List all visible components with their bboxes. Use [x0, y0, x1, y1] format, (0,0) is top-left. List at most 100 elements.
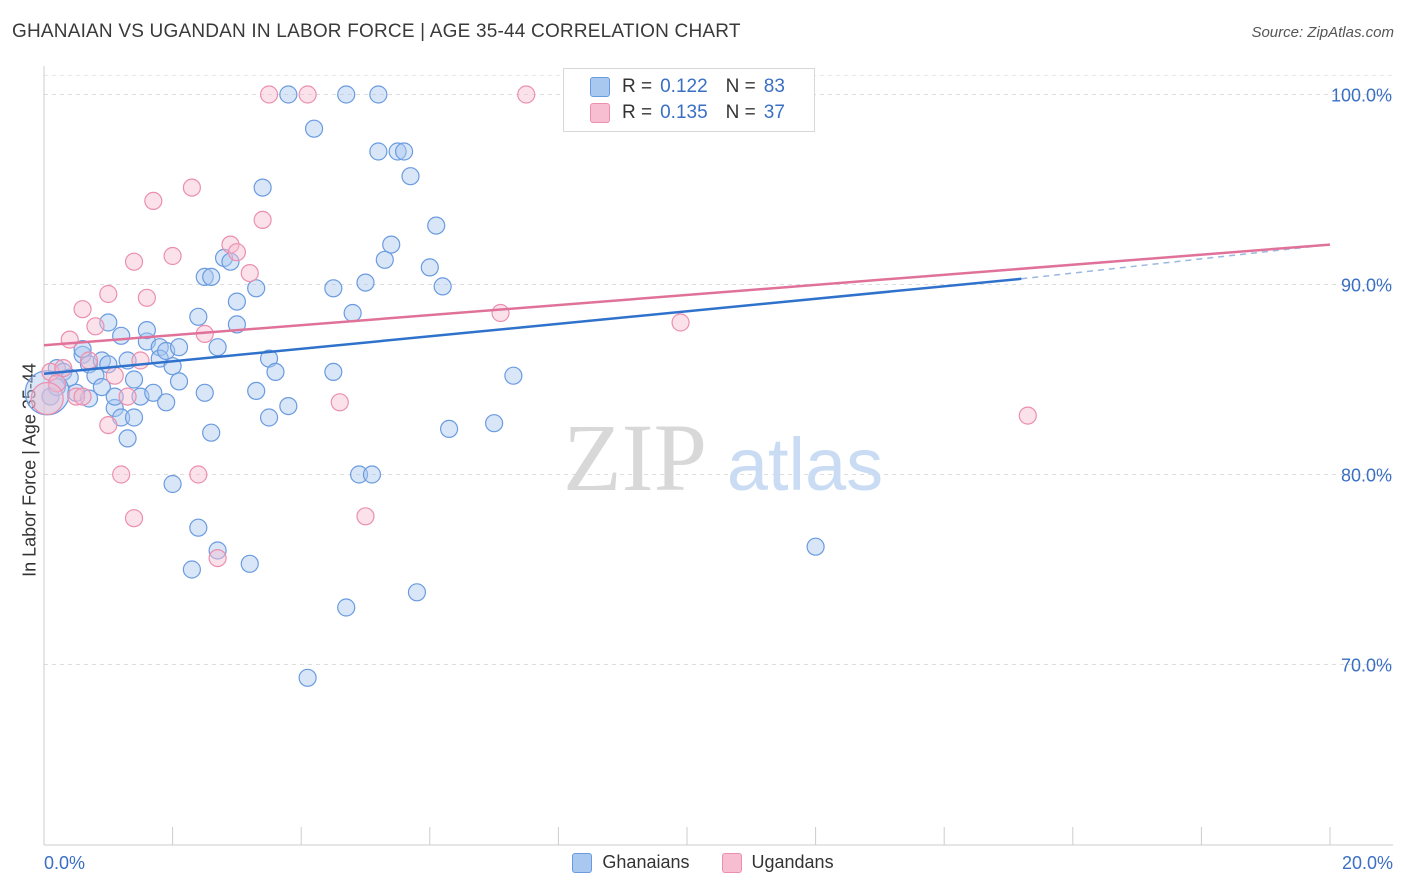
- ghanaian-point: [401, 167, 420, 186]
- legend-n-value: 37: [763, 102, 785, 123]
- ghanaian-point: [433, 277, 452, 296]
- ghanaian-point: [324, 279, 343, 298]
- watermark-atlas: atlas: [727, 423, 883, 506]
- ghanaian-point: [157, 393, 176, 412]
- ugandan-point: [112, 465, 131, 484]
- ghanaian-point: [304, 119, 324, 138]
- ugandan-point: [189, 465, 208, 484]
- ugandan-point: [73, 387, 92, 406]
- ghanaian-point: [485, 414, 504, 433]
- ugandan-point: [86, 317, 105, 336]
- ghanaian-point: [279, 85, 298, 104]
- ghanaians-legend-swatch: [572, 852, 593, 873]
- legend-r-label: R =: [622, 76, 653, 97]
- ugandan-point: [30, 381, 64, 416]
- ghanaian-point: [324, 362, 343, 381]
- ghanaians-trendline: [43, 277, 1022, 376]
- ghanaian-point: [124, 408, 144, 427]
- ugandans-points: [30, 85, 1037, 568]
- ghanaian-point: [182, 560, 201, 579]
- ugandan-point: [227, 243, 246, 262]
- ugandan-point: [253, 210, 272, 229]
- ugandan-point: [491, 303, 510, 323]
- ghanaian-point: [137, 321, 156, 340]
- watermark-zip: ZIP: [563, 404, 707, 511]
- ghanaian-point: [208, 338, 227, 357]
- ghanaian-point: [189, 518, 208, 537]
- y-tick-label: 80.0%: [1341, 466, 1392, 486]
- ugandan-point: [131, 351, 150, 370]
- ugandans-trendline: [43, 243, 1331, 347]
- ugandan-point: [124, 252, 144, 271]
- ghanaian-point: [394, 142, 414, 161]
- ghanaian-point: [266, 362, 285, 381]
- ghanaian-point: [349, 465, 369, 484]
- ghanaian-point: [298, 668, 317, 687]
- ghanaian-point: [439, 419, 459, 438]
- ghanaian-point: [369, 85, 388, 104]
- ghanaian-point: [195, 267, 214, 286]
- ugandan-point: [221, 235, 240, 254]
- ghanaians-points: [24, 85, 825, 687]
- legend-item-ghanaians: Ghanaians: [572, 852, 690, 873]
- ghanaian-point: [259, 408, 279, 427]
- x-tick-label: 0.0%: [44, 853, 85, 873]
- ghanaian-point: [202, 423, 221, 442]
- ghanaian-point: [118, 429, 137, 448]
- ghanaian-point: [362, 465, 382, 484]
- ugandans-legend-swatch: [721, 852, 742, 873]
- ghanaian-point: [337, 85, 356, 104]
- ugandan-point: [240, 264, 259, 283]
- ghanaian-point: [73, 340, 92, 359]
- ugandan-point: [182, 178, 201, 197]
- ugandan-point: [99, 416, 118, 435]
- ugandan-point: [60, 330, 79, 349]
- x-tick-label: 20.0%: [1342, 853, 1393, 873]
- legend-r-value: 0.135: [660, 102, 708, 123]
- ugandan-point: [163, 246, 182, 266]
- watermark: ZIP atlas: [563, 404, 883, 511]
- ugandan-point: [208, 548, 227, 568]
- ghanaian-point: [92, 378, 111, 397]
- ghanaian-point: [86, 366, 105, 385]
- ugandan-point: [118, 387, 137, 406]
- ugandan-point: [356, 507, 375, 526]
- ghanaian-point: [189, 307, 208, 326]
- ugandan-point: [105, 366, 124, 385]
- ghanaian-point: [407, 583, 427, 602]
- correlation-legend: R = 0.122 N = 83 R = 0.135 N = 37: [563, 68, 815, 132]
- ghanaian-point: [195, 383, 214, 402]
- ghanaian-point: [208, 541, 227, 560]
- legend-label-ghanaians: Ghanaians: [602, 852, 690, 872]
- y-tick-label: 100.0%: [1331, 86, 1392, 106]
- ugandan-point: [99, 284, 118, 304]
- tick-labels: 70.0% 80.0% 90.0% 100.0% 0.0% 20.0%: [44, 86, 1393, 874]
- ugandan-point: [47, 374, 66, 393]
- ugandans-swatch: [590, 103, 610, 123]
- ugandan-point: [1018, 406, 1037, 425]
- ghanaian-point: [427, 216, 446, 235]
- ghanaian-point: [382, 235, 401, 254]
- ugandan-point: [137, 288, 156, 307]
- chart-title: GHANAIAN VS UGANDAN IN LABOR FORCE | AGE…: [12, 21, 741, 42]
- ghanaian-point: [369, 142, 388, 161]
- ghanaian-point: [144, 383, 163, 402]
- ugandan-point: [79, 351, 99, 370]
- ghanaian-point: [240, 554, 259, 573]
- ghanaian-point: [806, 537, 825, 556]
- legend-row-ghanaians: R = 0.122 N = 83: [590, 74, 785, 100]
- ghanaian-point: [124, 370, 144, 389]
- ghanaian-point: [504, 366, 523, 385]
- axes: [43, 66, 1393, 846]
- legend-r-label: R =: [622, 102, 653, 123]
- ghanaian-point: [169, 372, 189, 391]
- ugandan-point: [54, 359, 73, 378]
- ugandan-point: [671, 313, 690, 332]
- legend-n-value: 83: [763, 76, 785, 97]
- series-legend: Ghanaians Ugandans: [0, 852, 1406, 873]
- y-tick-label: 70.0%: [1341, 656, 1392, 676]
- ghanaian-point: [247, 381, 266, 400]
- legend-n-label: N =: [725, 76, 756, 97]
- ghanaian-point: [337, 598, 356, 617]
